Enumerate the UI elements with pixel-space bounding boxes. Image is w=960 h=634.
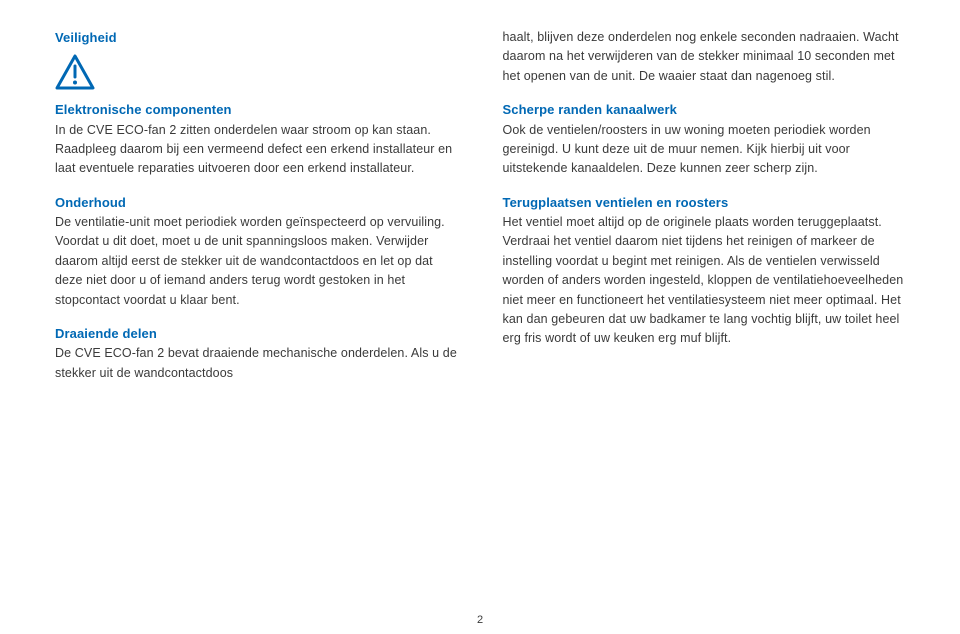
warning-icon: [55, 54, 458, 90]
body-replace-vents: Het ventiel moet altijd op de originele …: [503, 215, 904, 345]
two-column-layout: Veiligheid Elektronische componenten In …: [55, 28, 905, 397]
section-electronic: Elektronische componenten In de CVE ECO-…: [55, 100, 458, 179]
heading-maintenance: Onderhoud: [55, 195, 126, 210]
body-sharp-edges: Ook de ventielen/roosters in uw woning m…: [503, 123, 871, 176]
heading-electronic: Elektronische componenten: [55, 102, 232, 117]
body-electronic: In de CVE ECO-fan 2 zitten onderdelen wa…: [55, 123, 452, 176]
body-maintenance: De ventilatie-unit moet periodiek worden…: [55, 215, 445, 307]
heading-replace-vents: Terugplaatsen ventielen en roosters: [503, 195, 729, 210]
heading-rotating: Draaiende delen: [55, 326, 157, 341]
page-number: 2: [477, 614, 483, 626]
section-maintenance: Onderhoud De ventilatie-unit moet period…: [55, 193, 458, 310]
body-rotating-continued: haalt, blijven deze onderdelen nog enkel…: [503, 28, 906, 86]
section-rotating: Draaiende delen De CVE ECO-fan 2 bevat d…: [55, 324, 458, 383]
right-column: haalt, blijven deze onderdelen nog enkel…: [503, 28, 906, 397]
body-rotating: De CVE ECO-fan 2 bevat draaiende mechani…: [55, 346, 457, 379]
section-replace-vents: Terugplaatsen ventielen en roosters Het …: [503, 193, 906, 349]
heading-sharp-edges: Scherpe randen kanaalwerk: [503, 102, 677, 117]
page-title: Veiligheid: [55, 28, 458, 48]
left-column: Veiligheid Elektronische componenten In …: [55, 28, 458, 397]
section-sharp-edges: Scherpe randen kanaalwerk Ook de ventiel…: [503, 100, 906, 179]
